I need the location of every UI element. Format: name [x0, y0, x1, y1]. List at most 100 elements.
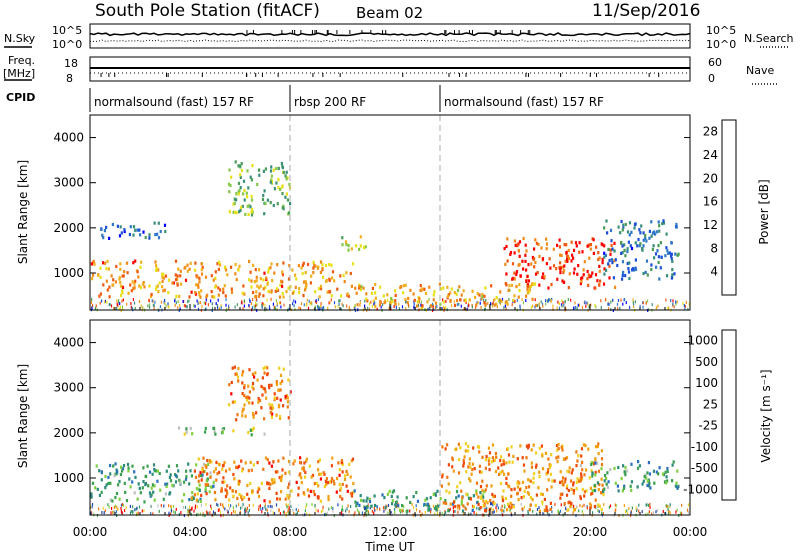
range-gate-cell [231, 489, 234, 493]
range-gate-cell [368, 497, 371, 502]
range-gate-cell [303, 461, 306, 465]
range-gate-cell [149, 305, 151, 309]
range-gate-cell [251, 401, 254, 405]
range-gate-cell [163, 504, 165, 508]
range-gate-cell [340, 294, 343, 298]
range-gate-cell [234, 272, 237, 276]
range-gate-cell [412, 495, 415, 499]
range-gate-cell [442, 305, 444, 309]
colorbar-tick-label: 28 [703, 125, 718, 139]
range-gate-cell [228, 190, 231, 194]
range-gate-cell [345, 469, 348, 473]
x-tick-label: 20:00 [573, 525, 608, 539]
range-gate-cell [268, 402, 271, 407]
range-gate-cell [295, 480, 298, 484]
range-gate-cell [319, 270, 322, 274]
range-gate-cell [589, 486, 592, 490]
range-gate-cell [290, 489, 293, 493]
range-gate-cell [365, 292, 368, 296]
range-gate-cell [468, 298, 471, 302]
range-gate-cell [578, 250, 581, 254]
range-gate-cell [186, 269, 189, 273]
range-gate-cell [417, 303, 420, 307]
range-gate-cell [333, 279, 336, 283]
range-gate-cell [278, 415, 282, 419]
range-gate-cell [143, 509, 145, 513]
range-gate-cell [185, 475, 188, 479]
range-gate-cell [561, 265, 564, 269]
range-gate-cell [655, 306, 657, 310]
range-gate-cell [266, 482, 269, 486]
range-gate-cell [605, 268, 608, 272]
range-gate-cell [91, 306, 93, 310]
range-gate-cell [551, 479, 554, 483]
range-gate-cell [274, 306, 276, 310]
range-gate-cell [547, 286, 550, 290]
range-gate-cell [230, 392, 233, 396]
range-gate-cell [247, 469, 250, 473]
range-gate-cell [359, 300, 361, 304]
range-gate-cell [221, 430, 225, 434]
range-gate-cell [488, 468, 491, 472]
range-gate-cell [252, 387, 255, 391]
range-gate-cell [655, 470, 658, 474]
range-gate-cell [445, 489, 448, 493]
range-gate-cell [153, 498, 156, 502]
range-gate-cell [277, 388, 280, 392]
range-gate-cell [276, 497, 279, 501]
range-gate-cell [183, 480, 186, 484]
range-gate-cell [364, 506, 367, 511]
range-gate-cell [110, 274, 113, 278]
range-gate-cell [429, 304, 433, 308]
range-gate-cell [359, 244, 362, 248]
range-gate-cell [579, 282, 582, 286]
range-gate-cell [193, 469, 196, 473]
range-gate-cell [579, 479, 582, 483]
range-gate-cell [588, 243, 591, 247]
range-gate-cell [251, 372, 254, 376]
range-gate-cell [613, 466, 616, 470]
range-gate-cell [598, 504, 601, 508]
range-gate-cell [130, 305, 132, 309]
range-gate-cell [108, 505, 110, 509]
range-gate-cell [603, 226, 606, 230]
range-gate-cell [212, 480, 215, 484]
range-gate-cell [162, 276, 165, 280]
range-gate-cell [271, 481, 274, 485]
range-gate-cell [107, 481, 110, 486]
range-gate-cell [610, 300, 612, 304]
range-gate-cell [482, 495, 485, 499]
range-gate-cell [596, 444, 599, 449]
range-gate-cell [150, 493, 153, 497]
range-gate-cell [525, 279, 528, 283]
range-gate-cell [102, 236, 105, 240]
range-gate-cell [280, 161, 283, 166]
range-gate-cell [540, 444, 543, 448]
range-gate-cell [667, 504, 669, 508]
range-gate-cell [632, 305, 635, 309]
range-gate-cell [434, 493, 437, 497]
range-gate-cell [373, 506, 375, 510]
range-gate-cell [507, 288, 510, 292]
range-gate-cell [281, 273, 284, 277]
range-gate-cell [657, 472, 660, 476]
range-gate-cell [404, 297, 407, 302]
range-gate-cell [575, 244, 578, 248]
range-gate-cell [587, 273, 590, 277]
range-gate-cell [648, 472, 651, 476]
range-gate-cell [354, 286, 357, 290]
range-gate-cell [252, 415, 255, 419]
range-gate-cell [168, 504, 170, 508]
range-gate-cell [565, 250, 568, 254]
range-gate-cell [587, 302, 589, 306]
range-gate-cell [666, 466, 669, 471]
range-gate-cell [542, 502, 544, 506]
range-gate-cell [365, 499, 368, 503]
range-gate-cell [582, 273, 585, 277]
range-gate-cell [446, 285, 449, 289]
range-gate-cell [205, 502, 207, 506]
range-gate-cell [581, 306, 584, 309]
range-gate-cell [164, 229, 167, 234]
range-gate-cell [204, 275, 208, 279]
range-gate-cell [641, 482, 644, 486]
